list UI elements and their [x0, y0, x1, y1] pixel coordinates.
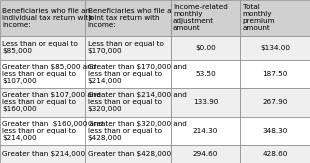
Bar — [170, 145, 240, 163]
Text: Greater than $320,000 and
less than or equal to
$428,000: Greater than $320,000 and less than or e… — [88, 121, 187, 141]
Bar — [0, 0, 85, 36]
Bar — [170, 88, 240, 117]
Text: Less than or equal to
$85,000: Less than or equal to $85,000 — [2, 41, 78, 54]
Text: Greater than $214,000 and
less than or equal to
$320,000: Greater than $214,000 and less than or e… — [88, 92, 187, 112]
Text: 294.60: 294.60 — [193, 151, 218, 157]
Text: Less than or equal to
$170,000: Less than or equal to $170,000 — [88, 41, 164, 54]
Text: Greater than  $160,000 and
less than or equal to
$214,000: Greater than $160,000 and less than or e… — [2, 121, 104, 141]
Bar — [0, 88, 85, 117]
Bar — [85, 117, 170, 145]
Text: 133.90: 133.90 — [193, 99, 218, 105]
Text: 187.50: 187.50 — [263, 71, 288, 77]
Text: Greater than $107,000 and
less than or equal to
$160,000: Greater than $107,000 and less than or e… — [2, 92, 101, 112]
Text: 267.90: 267.90 — [263, 99, 288, 105]
Text: $0.00: $0.00 — [195, 45, 216, 51]
Text: Income-related
monthly
adjustment
amount: Income-related monthly adjustment amount — [173, 4, 228, 31]
Bar — [85, 145, 170, 163]
Bar — [170, 0, 240, 36]
Text: Beneficiaries who file a
joint tax return with
income:: Beneficiaries who file a joint tax retur… — [88, 8, 171, 28]
Bar — [240, 88, 310, 117]
Bar — [85, 0, 170, 36]
Text: 348.30: 348.30 — [263, 128, 288, 134]
Bar — [85, 36, 170, 60]
Text: Greater than $428,000: Greater than $428,000 — [88, 151, 171, 157]
Bar — [240, 0, 310, 36]
Text: 53.50: 53.50 — [195, 71, 216, 77]
Bar — [85, 88, 170, 117]
Bar — [170, 60, 240, 88]
Text: 214.30: 214.30 — [193, 128, 218, 134]
Text: $134.00: $134.00 — [260, 45, 290, 51]
Text: Greater than $170,000 and
less than or equal to
$214,000: Greater than $170,000 and less than or e… — [88, 64, 187, 84]
Bar — [0, 145, 85, 163]
Text: Greater than $214,000: Greater than $214,000 — [2, 151, 86, 157]
Bar — [0, 117, 85, 145]
Bar — [170, 117, 240, 145]
Bar — [85, 60, 170, 88]
Text: Greater than $85,000 and
less than or equal to
$107,000: Greater than $85,000 and less than or eq… — [2, 64, 97, 84]
Text: 428.60: 428.60 — [263, 151, 288, 157]
Bar — [0, 60, 85, 88]
Bar — [0, 36, 85, 60]
Text: Total
monthly
premium
amount: Total monthly premium amount — [243, 4, 275, 31]
Bar — [240, 60, 310, 88]
Bar — [240, 145, 310, 163]
Bar — [240, 117, 310, 145]
Text: Beneficiaries who file an
individual tax return with
income:: Beneficiaries who file an individual tax… — [2, 8, 93, 28]
Bar — [170, 36, 240, 60]
Bar — [240, 36, 310, 60]
